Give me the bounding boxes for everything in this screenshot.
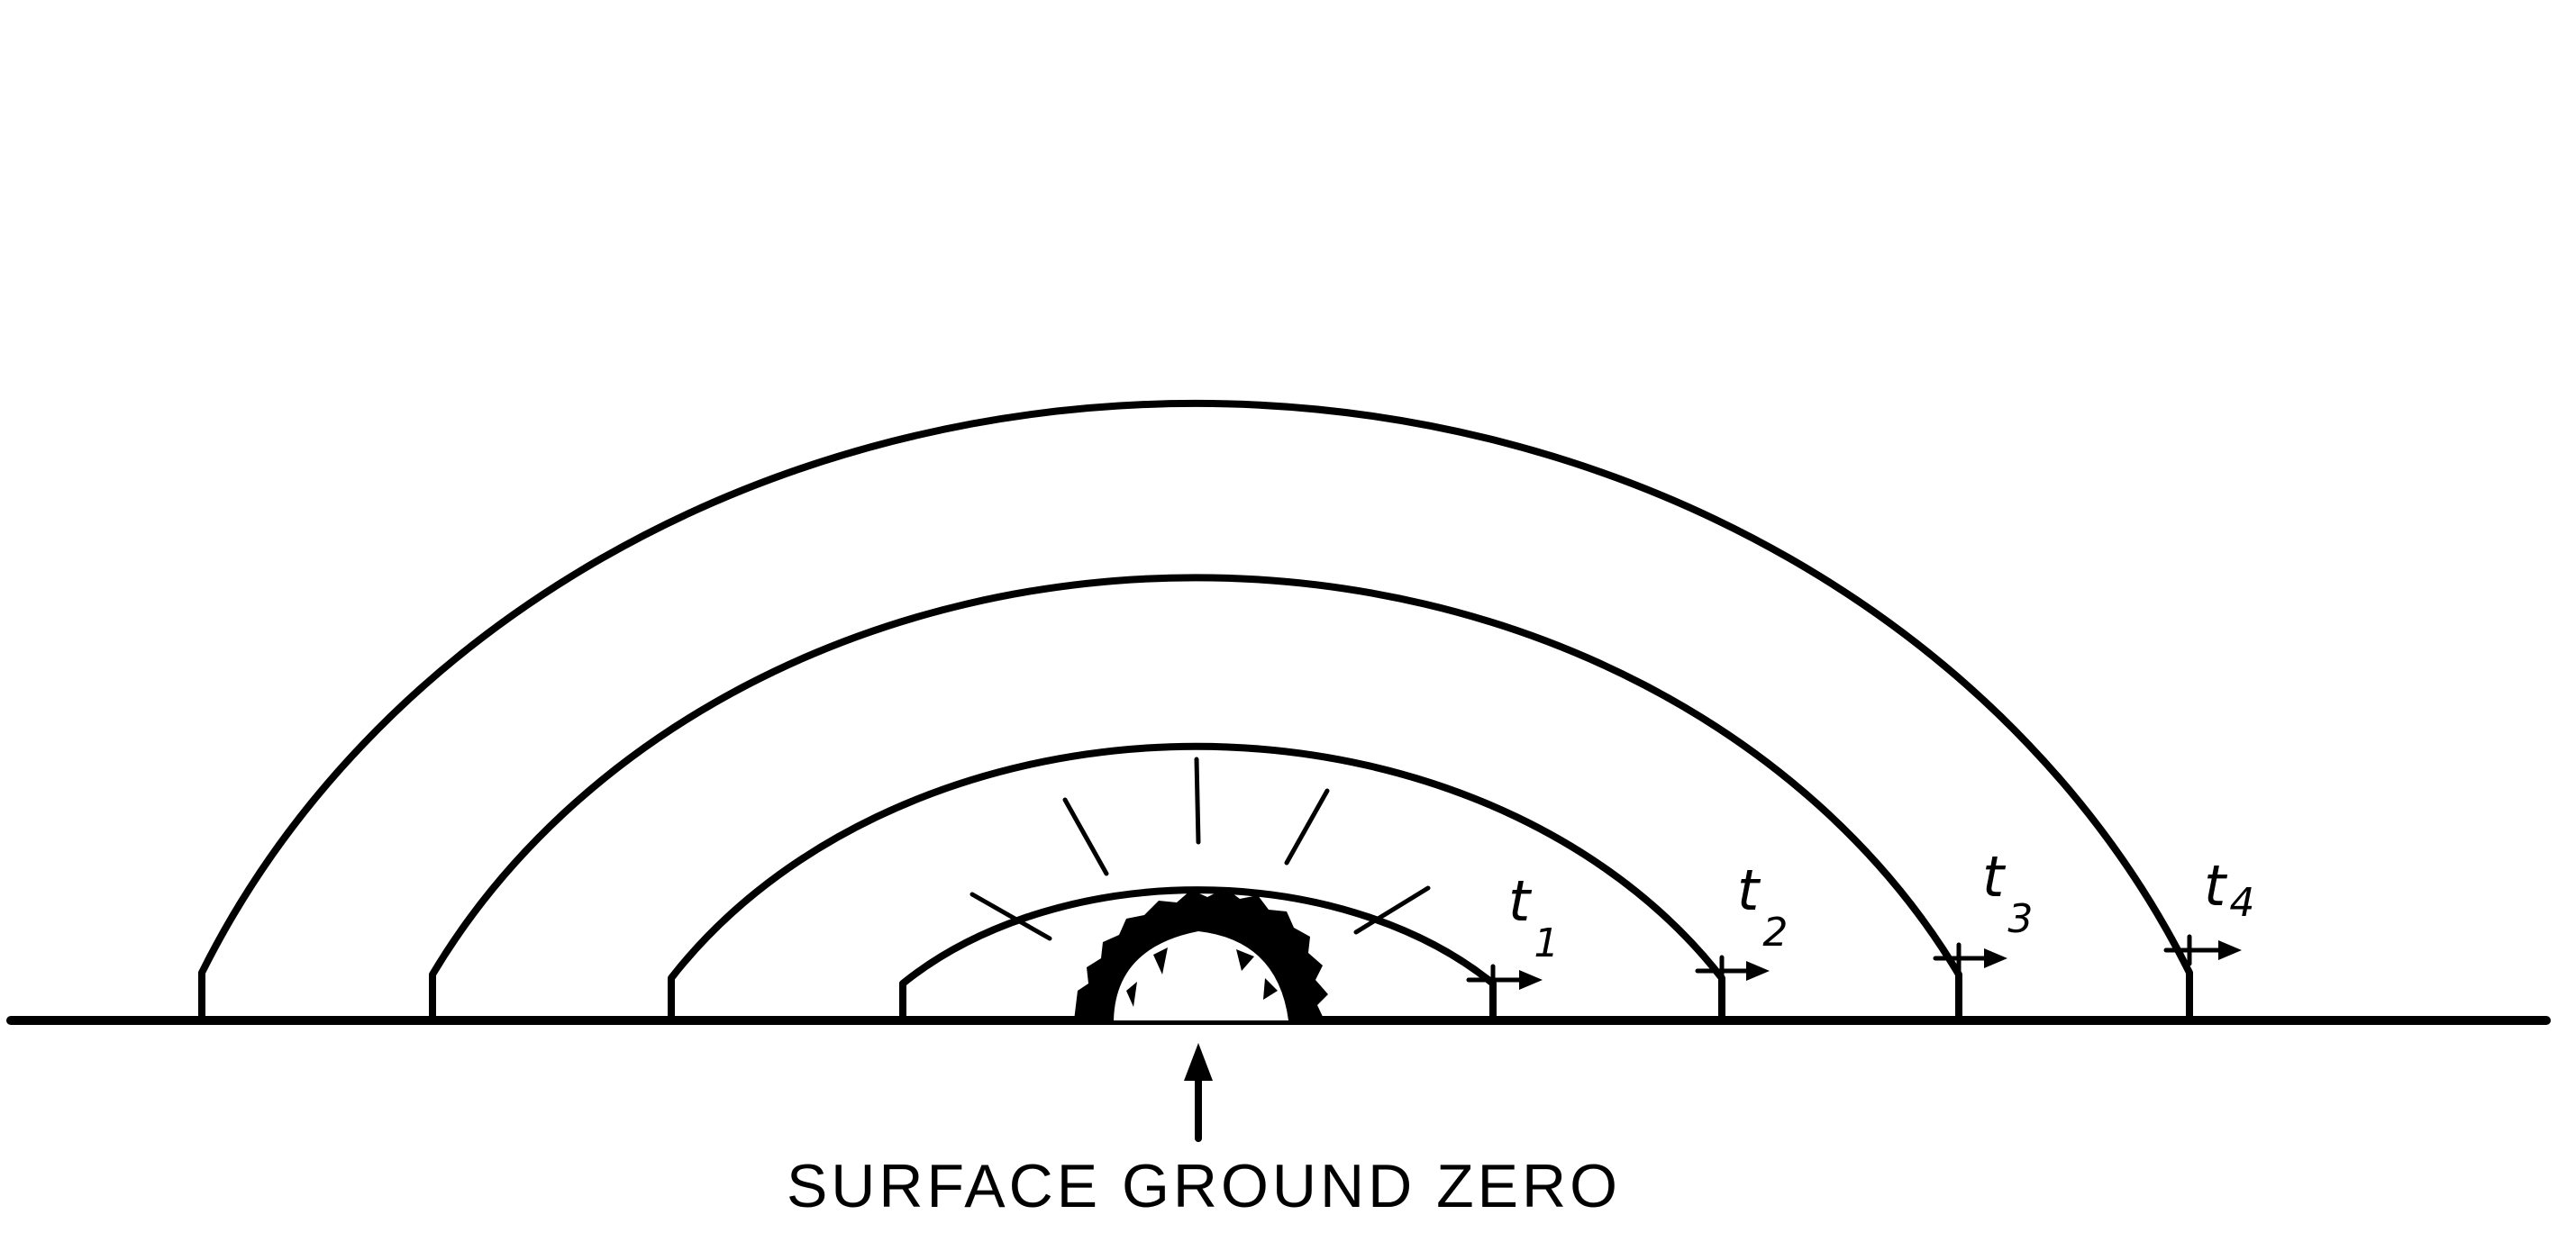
arrow-t4 — [2163, 934, 2242, 966]
radiation-rays — [969, 757, 1431, 941]
ground-zero-arrow — [1184, 1043, 1213, 1142]
arrow-t3 — [1933, 942, 2007, 975]
shock-front-t4 — [198, 400, 2193, 1024]
pointer-head — [1184, 1043, 1213, 1081]
shock-front-t1 — [899, 886, 1497, 1024]
fireball-streaks — [1126, 947, 1278, 1007]
time-label-t4: t4 — [2204, 853, 2254, 926]
shock-front-t3 — [429, 574, 1962, 1024]
ray — [1062, 797, 1109, 876]
arrow-head — [1984, 948, 2007, 968]
time-label-t1: t1 — [1508, 868, 1559, 966]
arrow-head — [1519, 970, 1543, 990]
ray — [1284, 788, 1330, 866]
arrow-head — [1746, 961, 1770, 981]
arrow-t1 — [1466, 964, 1543, 996]
arrow-head — [2218, 940, 2242, 960]
ray — [1353, 885, 1431, 935]
ray — [969, 892, 1052, 941]
ray — [1194, 757, 1201, 845]
shock-front-t2 — [668, 742, 1725, 1024]
time-label-t2: t2 — [1737, 857, 1788, 956]
surface-ground-zero-label: SURFACE GROUND ZERO — [787, 1152, 1621, 1220]
time-label-t3: t3 — [1982, 844, 2033, 942]
arrow-t2 — [1695, 955, 1770, 987]
fireball — [1074, 888, 1328, 1020]
